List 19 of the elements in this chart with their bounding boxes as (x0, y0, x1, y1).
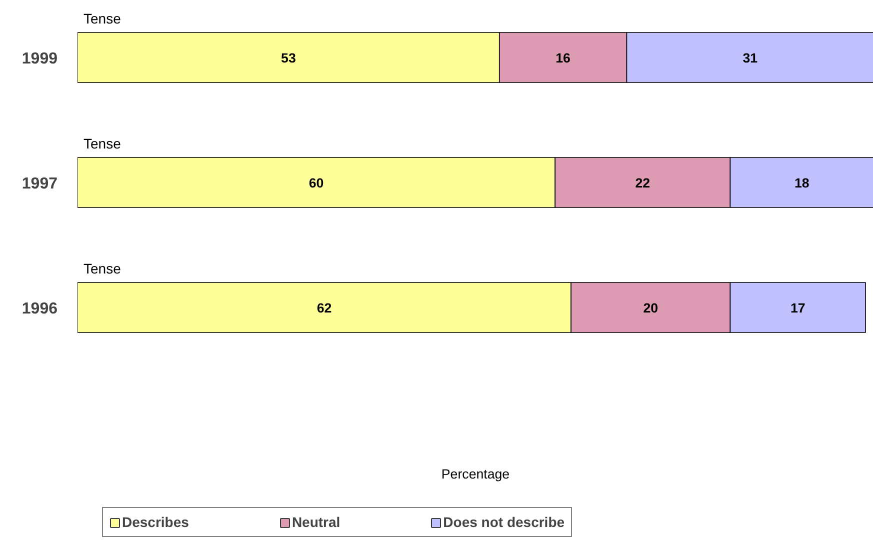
legend-label: Does not describe (443, 514, 565, 530)
data-label: 31 (742, 50, 758, 66)
annotation: Tense (84, 260, 122, 276)
text: Percentage (441, 466, 510, 482)
y-tick-label: 1997 (22, 176, 58, 192)
data-label: 62 (316, 300, 332, 316)
data-label: 53 (281, 50, 296, 66)
data-label: 60 (308, 176, 324, 190)
data-label: 18 (794, 176, 810, 190)
legend-label: Neutral (292, 514, 340, 530)
data-label: 20 (643, 300, 658, 316)
data-label: 22 (635, 176, 650, 190)
y-tick-label: 1999 (22, 50, 58, 68)
y-tick-label: 1996 (22, 300, 58, 318)
annotation: Tense (84, 10, 122, 26)
legend-label: Describes (122, 514, 189, 530)
annotation: Tense (84, 135, 122, 152)
data-label: 17 (790, 300, 806, 316)
data-label: 16 (556, 50, 570, 66)
